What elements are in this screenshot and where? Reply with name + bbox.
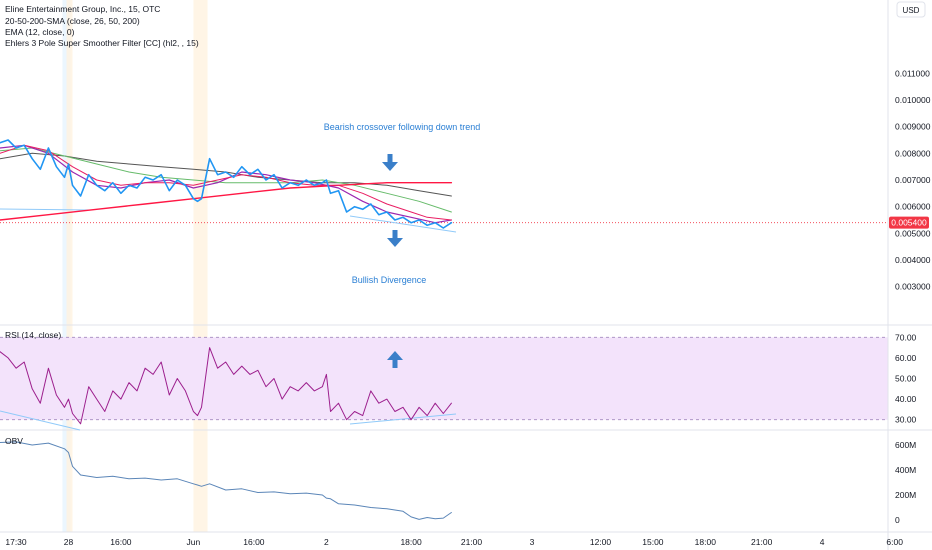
y-tick-label: 600M (895, 440, 916, 450)
y-tick-label: 400M (895, 465, 916, 475)
x-tick-label: 12:00 (590, 537, 612, 547)
x-tick-label: 3 (530, 537, 535, 547)
rsi-legend[interactable]: RSI (14, close) (5, 330, 61, 340)
support-line[interactable] (0, 208, 91, 211)
x-tick-label: 18:00 (695, 537, 717, 547)
svg-text:0.005400: 0.005400 (891, 218, 927, 228)
symbol-title[interactable]: Eline Entertainment Group, Inc., 15, OTC (5, 4, 160, 14)
y-tick-label: 60.00 (895, 353, 917, 363)
last-price-tag: 0.005400 (889, 216, 929, 229)
y-tick-label: 0.005000 (895, 228, 931, 238)
rsi-band (0, 337, 888, 420)
y-tick-label: 40.00 (895, 394, 917, 404)
series-price[interactable] (0, 139, 453, 229)
obv-legend[interactable]: OBV (5, 436, 23, 446)
currency-button[interactable] (896, 1, 926, 18)
session-highlight-3 (193, 0, 208, 532)
y-tick-label: 0.010000 (895, 95, 931, 105)
y-tick-label: 70.00 (895, 332, 917, 342)
y-tick-label: 30.00 (895, 415, 917, 425)
x-tick-label: 18:00 (400, 537, 422, 547)
series-ehlers[interactable] (0, 181, 453, 221)
y-tick-label: 50.00 (895, 374, 917, 384)
currency-label: USD (903, 6, 920, 15)
y-tick-label: 0.011000 (895, 68, 930, 78)
y-tick-label: 0.006000 (895, 202, 931, 212)
series-rsi[interactable] (0, 347, 452, 425)
annotation-bearish[interactable]: Bearish crossover following down trend (324, 122, 481, 132)
y-tick-label: 0.009000 (895, 122, 931, 132)
x-tick-label: Jun (187, 537, 201, 547)
y-tick-label: 0.007000 (895, 175, 931, 185)
indicator-legend-sma[interactable]: 20-50-200-SMA (close, 26, 50, 200) (5, 16, 140, 26)
arrow-down-icon[interactable] (387, 230, 403, 247)
x-tick-label: 15:00 (642, 537, 664, 547)
arrow-down-icon[interactable] (382, 154, 398, 171)
price-scale[interactable]: 0.011000 0.010000 0.009000 0.008000 0.007000… (895, 68, 931, 525)
y-tick-label: 0.004000 (895, 255, 931, 265)
time-axis[interactable]: 17:30 28 16:00 Jun 16:00 2 18:00 21:00 3 12:00 15:… (5, 537, 903, 547)
y-tick-label: 200M (895, 490, 916, 500)
x-tick-label: 17:30 (5, 537, 27, 547)
x-tick-label: 16:00 (243, 537, 265, 547)
x-tick-label: 6:00 (886, 537, 903, 547)
x-tick-label: 4 (820, 537, 825, 547)
x-tick-label: 21:00 (751, 537, 773, 547)
x-tick-label: 28 (64, 537, 74, 547)
x-tick-label: 21:00 (461, 537, 483, 547)
indicator-legend-ehlers[interactable]: Ehlers 3 Pole Super Smoother Filter [CC]… (5, 38, 199, 48)
y-tick-label: 0.008000 (895, 148, 931, 158)
divergence-line-rsi[interactable] (349, 413, 457, 425)
obv-pane (0, 441, 452, 520)
rsi-trend-line[interactable] (0, 410, 81, 431)
y-tick-label: 0.003000 (895, 282, 931, 292)
series-sma50[interactable] (0, 147, 452, 213)
x-tick-label: 16:00 (110, 537, 132, 547)
indicator-legend-ema[interactable]: EMA (12, close, 0) (5, 27, 75, 37)
y-tick-label: 0 (895, 515, 900, 525)
series-sma26[interactable] (0, 144, 452, 221)
rsi-pane (0, 347, 452, 425)
arrow-up-icon[interactable] (387, 351, 403, 368)
session-highlight-2 (66, 0, 73, 532)
series-obv[interactable] (0, 441, 452, 520)
x-tick-label: 2 (324, 537, 329, 547)
annotation-bullish[interactable]: Bullish Divergence (352, 275, 427, 285)
divergence-line-price[interactable] (349, 215, 457, 233)
price-pane (0, 139, 453, 229)
